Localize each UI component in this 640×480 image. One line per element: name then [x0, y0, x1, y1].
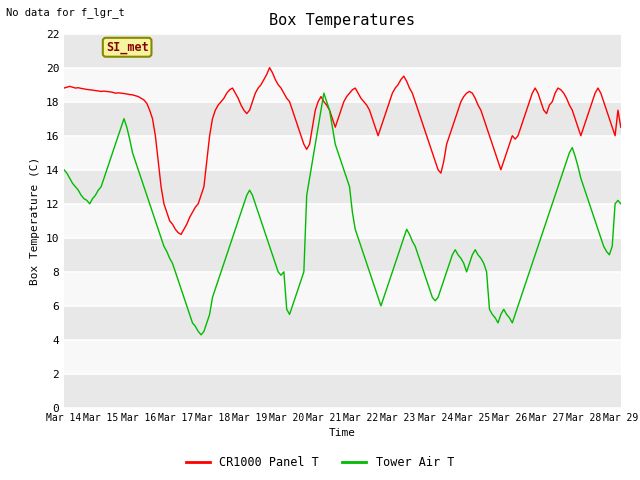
Bar	[64, 204, 621, 238]
Legend: CR1000 Panel T, Tower Air T: CR1000 Panel T, Tower Air T	[181, 452, 459, 474]
Bar	[64, 68, 621, 102]
Bar	[64, 170, 621, 204]
Bar	[64, 340, 621, 374]
Bar	[64, 272, 621, 306]
Bar	[64, 374, 621, 408]
Text: SI_met: SI_met	[106, 41, 148, 54]
Bar	[64, 34, 621, 68]
Text: No data for f_lgr_t: No data for f_lgr_t	[6, 7, 125, 18]
Title: Box Temperatures: Box Temperatures	[269, 13, 415, 28]
X-axis label: Time: Time	[329, 429, 356, 438]
Y-axis label: Box Temperature (C): Box Temperature (C)	[30, 156, 40, 285]
Bar	[64, 102, 621, 136]
Bar	[64, 238, 621, 272]
Bar	[64, 136, 621, 170]
Bar	[64, 306, 621, 340]
